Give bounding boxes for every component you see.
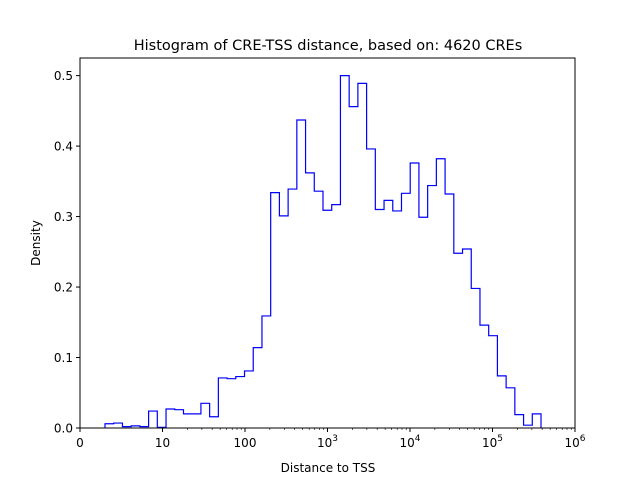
histogram-bin bbox=[532, 414, 541, 428]
x-tick-label: 100 bbox=[234, 436, 257, 450]
y-axis: 0.0 0.1 0.2 0.3 0.4 0.5 bbox=[54, 69, 80, 436]
histogram-bin bbox=[306, 173, 315, 428]
histogram-bin bbox=[236, 377, 245, 428]
histogram-bin bbox=[210, 417, 219, 428]
y-tick-label: 0.3 bbox=[54, 210, 73, 224]
plot-area bbox=[104, 75, 542, 428]
x-axis-label: Distance to TSS bbox=[281, 461, 376, 475]
histogram-bin bbox=[358, 83, 367, 428]
histogram-bin bbox=[149, 411, 158, 428]
histogram-bin bbox=[428, 186, 437, 428]
y-tick-label: 0.4 bbox=[54, 140, 73, 154]
histogram-bin bbox=[105, 424, 114, 428]
y-tick-label: 0.0 bbox=[54, 422, 73, 436]
histogram-bin bbox=[245, 371, 254, 428]
histogram-bin bbox=[419, 217, 428, 428]
x-tick-label: 103 bbox=[317, 434, 338, 450]
histogram-bin bbox=[480, 325, 489, 428]
chart-title: Histogram of CRE-TSS distance, based on:… bbox=[134, 38, 523, 54]
histogram-bin bbox=[192, 414, 201, 428]
histogram-bin bbox=[401, 193, 410, 428]
histogram-bin bbox=[367, 149, 376, 428]
histogram-step-line bbox=[104, 75, 542, 428]
histogram-bin bbox=[340, 76, 349, 428]
histogram-bin bbox=[489, 336, 498, 428]
histogram-bin bbox=[175, 410, 184, 428]
histogram-bin bbox=[262, 316, 271, 428]
histogram-bin bbox=[218, 378, 227, 428]
y-axis-label: Density bbox=[29, 220, 43, 266]
x-tick-label: 106 bbox=[564, 434, 585, 450]
y-tick-label: 0.2 bbox=[54, 281, 73, 295]
histogram-bin bbox=[271, 193, 280, 428]
histogram-bin bbox=[166, 409, 175, 428]
y-tick-label: 0.5 bbox=[54, 69, 73, 83]
histogram-bin bbox=[349, 107, 358, 428]
histogram-bin bbox=[201, 403, 210, 428]
histogram-bin bbox=[384, 200, 393, 428]
histogram-bin bbox=[506, 388, 515, 428]
histogram-bin bbox=[114, 423, 123, 428]
histogram-bin bbox=[183, 414, 192, 428]
histogram-bin bbox=[445, 194, 454, 428]
histogram-bin bbox=[279, 216, 288, 428]
histogram-bin bbox=[227, 379, 236, 428]
histogram-bin bbox=[393, 211, 402, 428]
histogram-bin bbox=[454, 253, 463, 428]
histogram-bin bbox=[515, 415, 524, 428]
histogram-bin bbox=[497, 376, 506, 428]
histogram-bin bbox=[375, 210, 384, 428]
histogram-bin bbox=[314, 191, 323, 428]
x-tick-label: 0 bbox=[76, 436, 84, 450]
x-tick-label: 104 bbox=[399, 434, 420, 450]
x-axis: 0 10 100 103 104 105 106 bbox=[76, 428, 586, 450]
histogram-bin bbox=[288, 189, 297, 428]
y-tick-label: 0.1 bbox=[54, 351, 73, 365]
histogram-bin bbox=[410, 163, 419, 428]
histogram-bin bbox=[332, 205, 341, 428]
histogram-bin bbox=[253, 348, 262, 428]
histogram-bin bbox=[323, 210, 332, 428]
x-tick-label: 105 bbox=[482, 434, 503, 450]
histogram-bin bbox=[436, 159, 445, 428]
histogram-bin bbox=[471, 288, 480, 428]
x-tick-label: 10 bbox=[155, 436, 170, 450]
histogram-bin bbox=[463, 249, 472, 428]
histogram-bin bbox=[297, 120, 306, 428]
